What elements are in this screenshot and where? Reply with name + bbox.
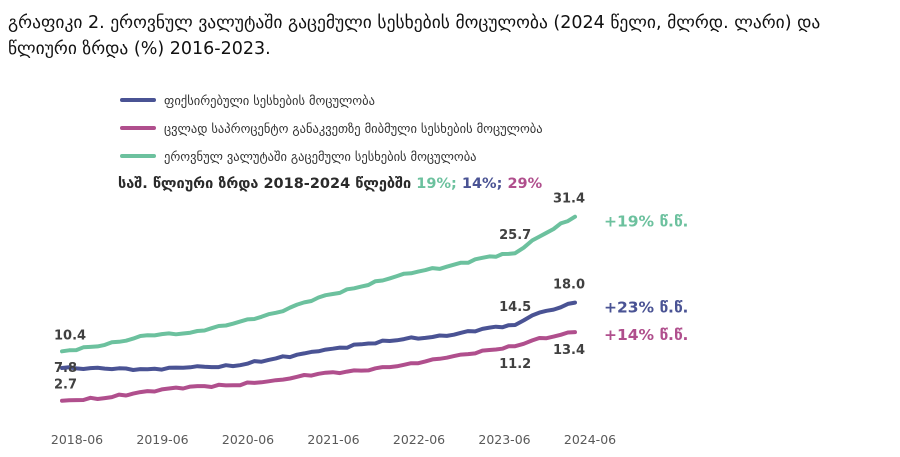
data-label-0-1: 14.5 [499,300,531,315]
legend-swatch-fixed [120,98,156,102]
data-label-2-0: 10.4 [54,328,86,343]
legend-item-total: ეროვნულ ვალუტაში გაცემული სესხების მოცულ… [120,142,543,170]
x-tick-label: 2024-06 [564,432,616,447]
growth-label-1: +14% წ.წ. [604,326,688,344]
x-tick-label: 2018-06 [51,432,103,447]
growth-label-2: +19% წ.წ. [604,213,688,231]
data-label-1-2: 13.4 [553,343,585,358]
average-growth-variable: 29% [507,176,543,192]
x-tick-label: 2023-06 [478,432,530,447]
x-tick-label: 2022-06 [393,432,445,447]
x-tick-label: 2020-06 [222,432,274,447]
series-line-1 [60,330,577,403]
legend-label-variable: ცვლად საპროცენტო განაკვეთზე მიბმული სესხ… [164,120,543,136]
x-tick-label: 2019-06 [136,432,188,447]
series-line-0 [60,300,577,372]
x-tick-label: 2021-06 [307,432,359,447]
legend-item-variable: ცვლად საპროცენტო განაკვეთზე მიბმული სესხ… [120,114,543,142]
average-growth-total: 19%; [416,176,457,192]
data-label-2-2: 31.4 [553,192,585,207]
legend-item-fixed: ფიქსირებული სესხების მოცულობა [120,86,543,114]
average-growth-label: საშ. წლიური ზრდა 2018-2024 წლებში [118,176,412,192]
series-line-2 [60,214,577,354]
data-label-0-0: 7.8 [54,361,77,376]
data-label-1-1: 11.2 [499,357,531,372]
data-label-1-0: 2.7 [54,378,77,393]
legend-swatch-total [120,154,156,158]
legend: ფიქსირებული სესხების მოცულობა ცვლად საპრ… [120,86,543,170]
legend-swatch-variable [120,126,156,130]
average-growth-fixed: 14%; [461,176,503,192]
legend-label-total: ეროვნულ ვალუტაში გაცემული სესხების მოცულ… [164,148,477,164]
legend-label-fixed: ფიქსირებული სესხების მოცულობა [164,92,375,108]
growth-label-0: +23% წ.წ. [604,299,688,317]
data-label-2-1: 25.7 [499,228,531,243]
average-growth-note: საშ. წლიური ზრდა 2018-2024 წლებში 19%; 1… [118,176,542,192]
data-label-0-2: 18.0 [553,278,585,293]
chart-title: გრაფიკი 2. ეროვნულ ვალუტაში გაცემული სეს… [8,13,826,59]
